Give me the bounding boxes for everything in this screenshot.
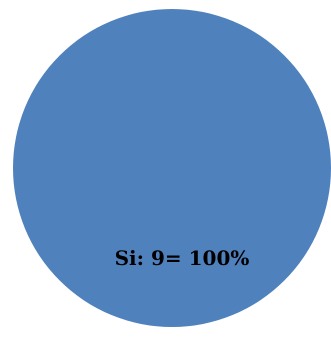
slice-label-si: Si: 9= 100% xyxy=(115,246,250,270)
pie-slices xyxy=(13,9,331,327)
pie-slice-si xyxy=(13,9,331,327)
